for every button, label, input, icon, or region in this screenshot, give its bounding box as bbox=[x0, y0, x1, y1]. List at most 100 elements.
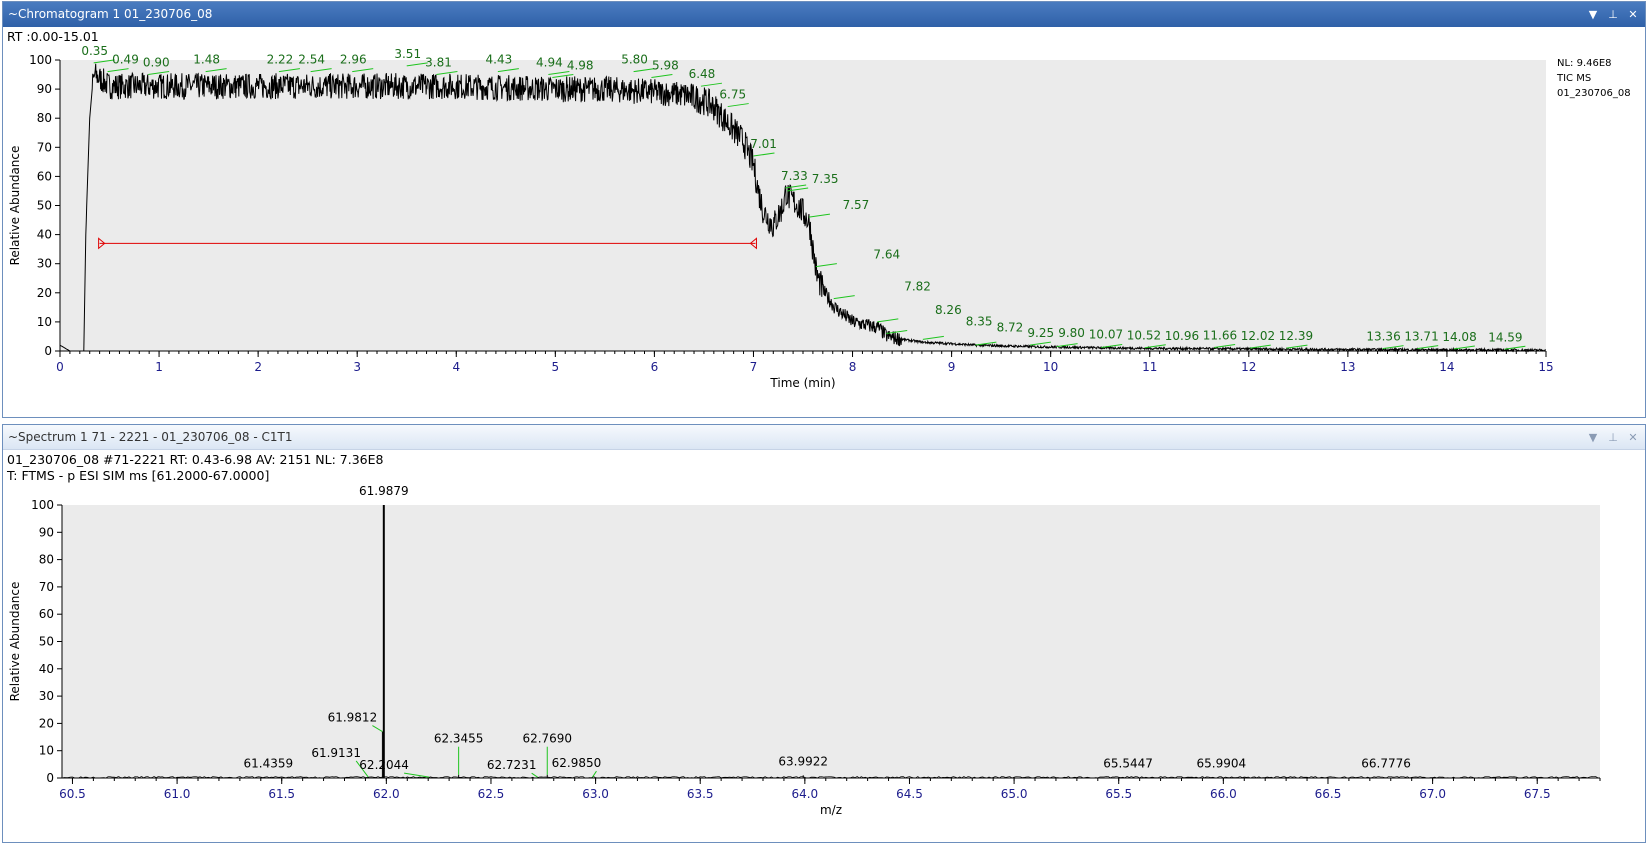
y-tick-label: 40 bbox=[37, 228, 52, 242]
x-tick-label: 67.5 bbox=[1524, 787, 1551, 801]
peak-leader-line bbox=[1029, 341, 1051, 346]
range-start-marker bbox=[98, 237, 106, 250]
scan-filter-label: T: FTMS - p ESI SIM ms [61.2000-67.0000] bbox=[7, 468, 270, 483]
y-tick-label: 100 bbox=[29, 53, 52, 67]
y-axis-label: Relative Abundance bbox=[8, 582, 22, 702]
range-end-marker bbox=[749, 237, 757, 250]
peak-leader-line bbox=[1382, 345, 1404, 350]
peak-label: 62.2044 bbox=[359, 758, 409, 772]
x-axis-label: Time (min) bbox=[769, 376, 835, 390]
x-tick-label: 10 bbox=[1043, 360, 1058, 374]
peak-leader-line bbox=[975, 341, 997, 346]
peak-label: 2.22 bbox=[267, 53, 294, 67]
x-tick-label: 12 bbox=[1241, 360, 1256, 374]
peak-label: 66.7776 bbox=[1361, 756, 1411, 770]
peak-label: 62.3455 bbox=[434, 732, 484, 746]
peak-label: 61.4359 bbox=[243, 756, 293, 770]
peak-leader-line bbox=[922, 335, 944, 340]
peak-leader-line bbox=[1417, 345, 1439, 350]
peak-label: 65.9904 bbox=[1197, 756, 1247, 770]
peak-label: 65.5447 bbox=[1103, 756, 1153, 770]
peak-label: 10.52 bbox=[1127, 329, 1161, 343]
x-tick-label: 64.0 bbox=[791, 787, 818, 801]
peak-leader-line bbox=[886, 330, 908, 335]
chromatogram-titlebar[interactable]: ~Chromatogram 1 01_230706_08 ▼ ⊥ ✕ bbox=[3, 2, 1645, 27]
peak-label: 14.59 bbox=[1488, 330, 1522, 344]
peak-leader-line bbox=[93, 59, 115, 64]
spectrum-plot[interactable]: 0 10 20 30 40 50 60 70 80 90 100 60.5 61.0 61.5 62.0 62… bbox=[3, 450, 1643, 840]
rt-range-label: RT :0.00-15.01 bbox=[7, 29, 99, 44]
peak-label: 7.33 bbox=[781, 169, 808, 183]
x-tick-label: 60.5 bbox=[59, 787, 86, 801]
y-tick-label: 60 bbox=[39, 607, 54, 621]
peak-label: 7.64 bbox=[873, 248, 900, 262]
peak-label: 13.36 bbox=[1366, 330, 1400, 344]
peak-leader-line bbox=[787, 187, 809, 192]
peak-label: 9.80 bbox=[1058, 326, 1085, 340]
peak-label: 4.94 bbox=[536, 56, 563, 70]
peak-label: 0.90 bbox=[143, 56, 170, 70]
close-icon[interactable]: ✕ bbox=[1628, 431, 1638, 444]
y-tick-label: 90 bbox=[37, 82, 52, 96]
nl-info-line: NL: 9.46E8 bbox=[1557, 58, 1612, 69]
peak-leader-line bbox=[355, 760, 369, 778]
peak-leader-line bbox=[727, 103, 749, 108]
y-tick-label: 10 bbox=[37, 315, 52, 329]
x-tick-label: 66.5 bbox=[1315, 787, 1342, 801]
peak-leader-line bbox=[592, 770, 597, 778]
peak-label: 10.96 bbox=[1165, 329, 1199, 343]
chromatogram-pane: ~Chromatogram 1 01_230706_08 ▼ ⊥ ✕ RT :0… bbox=[2, 1, 1646, 418]
x-tick-label: 13 bbox=[1340, 360, 1355, 374]
x-tick-label: 5 bbox=[552, 360, 560, 374]
peak-leader-line bbox=[700, 82, 723, 87]
x-tick-label: 63.5 bbox=[687, 787, 714, 801]
spectrum-baseline bbox=[61, 776, 1599, 779]
y-tick-label: 100 bbox=[31, 498, 54, 512]
pin-icon[interactable]: ⊥ bbox=[1608, 431, 1618, 444]
y-tick-label: 70 bbox=[37, 140, 52, 154]
peak-label: 4.98 bbox=[567, 58, 594, 72]
y-tick-label: 70 bbox=[39, 580, 54, 594]
x-tick-label: 3 bbox=[353, 360, 361, 374]
peak-label: 63.9922 bbox=[778, 754, 828, 768]
peak-label: 6.75 bbox=[719, 88, 746, 102]
x-tick-label: 64.5 bbox=[896, 787, 923, 801]
peak-label: 61.9131 bbox=[311, 746, 361, 760]
y-tick-label: 60 bbox=[37, 169, 52, 183]
peak-leader-line bbox=[633, 68, 655, 73]
pin-icon[interactable]: ⊥ bbox=[1608, 8, 1618, 21]
dropdown-icon[interactable]: ▼ bbox=[1588, 431, 1598, 444]
x-tick-label: 8 bbox=[849, 360, 857, 374]
spectrum-title: ~Spectrum 1 71 - 2221 - 01_230706_08 - C… bbox=[8, 430, 293, 444]
peak-label: 5.80 bbox=[621, 53, 648, 67]
peak-label: 62.9850 bbox=[552, 756, 602, 770]
peak-label: 7.57 bbox=[843, 198, 870, 212]
x-tick-label: 1 bbox=[155, 360, 163, 374]
x-tick-label: 11 bbox=[1142, 360, 1157, 374]
peak-leader-line bbox=[815, 263, 837, 268]
plot-area bbox=[62, 505, 1600, 778]
peak-label: 7.82 bbox=[904, 280, 931, 294]
peak-leader-line bbox=[1504, 345, 1526, 350]
peak-label: 6.48 bbox=[689, 67, 716, 81]
y-tick-label: 30 bbox=[39, 689, 54, 703]
peak-leader-line bbox=[833, 295, 855, 300]
peak-leader-line bbox=[548, 71, 570, 76]
peak-label: 62.7690 bbox=[522, 732, 572, 746]
y-tick-label: 10 bbox=[39, 744, 54, 758]
x-tick-label: 66.0 bbox=[1210, 787, 1237, 801]
close-icon[interactable]: ✕ bbox=[1628, 8, 1638, 21]
tic-trace bbox=[59, 63, 1546, 353]
chromatogram-window-controls: ▼ ⊥ ✕ bbox=[1587, 2, 1639, 27]
peak-leader-line bbox=[278, 68, 300, 73]
spectrum-titlebar[interactable]: ~Spectrum 1 71 - 2221 - 01_230706_08 - C… bbox=[3, 425, 1645, 450]
y-axis-label: Relative Abundance bbox=[8, 146, 22, 266]
y-tick-label: 20 bbox=[39, 716, 54, 730]
y-tick-label: 30 bbox=[37, 257, 52, 271]
peak-leader-line bbox=[436, 71, 458, 76]
chromatogram-title: ~Chromatogram 1 01_230706_08 bbox=[8, 7, 213, 21]
x-tick-label: 61.5 bbox=[268, 787, 295, 801]
dropdown-icon[interactable]: ▼ bbox=[1588, 8, 1598, 21]
x-tick-label: 67.0 bbox=[1419, 787, 1446, 801]
